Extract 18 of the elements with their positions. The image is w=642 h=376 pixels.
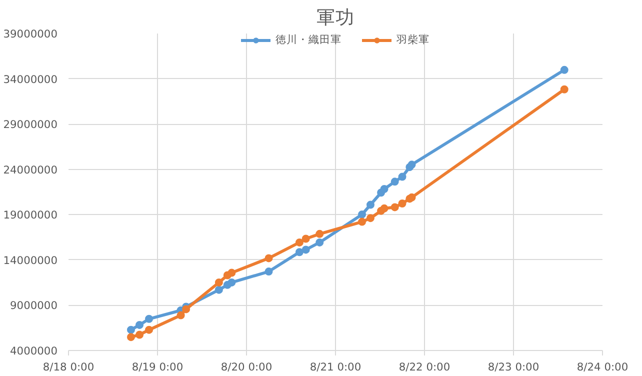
x-tick-label: 8/19 0:00 xyxy=(132,360,184,374)
y-tick-label: 9000000 xyxy=(10,299,58,312)
y-tick-label: 24000000 xyxy=(3,163,58,176)
x-tick-label: 8/24 0:00 xyxy=(576,360,628,374)
x-tick-label: 8/20 0:00 xyxy=(220,360,272,374)
x-tick-label: 8/18 0:00 xyxy=(42,360,94,374)
x-tick-label: 8/22 0:00 xyxy=(398,360,450,374)
chart-title: 軍功 xyxy=(316,8,354,28)
y-tick-label: 14000000 xyxy=(3,254,58,267)
x-tick-label: 8/23 0:00 xyxy=(488,360,540,374)
legend-label: 徳川・織田軍 xyxy=(276,33,342,47)
y-tick-label: 19000000 xyxy=(3,208,58,222)
x-tick-label: 8/21 0:00 xyxy=(310,360,362,374)
y-tick-label: 39000000 xyxy=(3,28,58,40)
legend-label: 羽柴軍 xyxy=(396,33,430,47)
y-tick-label: 4000000 xyxy=(10,344,58,358)
y-tick-label: 34000000 xyxy=(3,72,58,86)
y-tick-label: 29000000 xyxy=(3,118,58,132)
